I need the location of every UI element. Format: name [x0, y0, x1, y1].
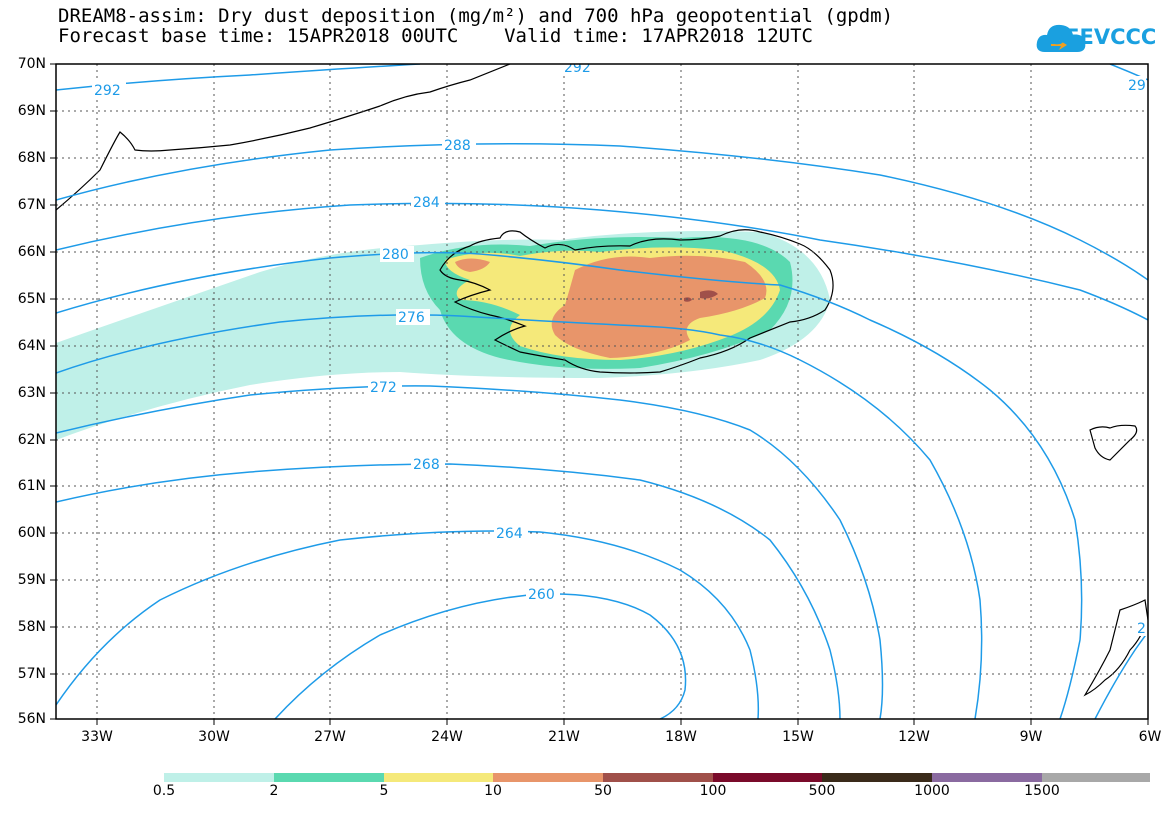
lat-label: 64N [17, 338, 46, 354]
lat-label: 67N [17, 197, 46, 213]
legend-label: 1000 [914, 783, 950, 799]
lat-label: 58N [17, 619, 46, 635]
contour-labels: 292 292 29 288 284 280 276 272 268 264 2… [92, 60, 1148, 637]
faroe-coast [1089, 424, 1138, 461]
greenland-coast [56, 64, 511, 211]
dust-level-50 [700, 290, 718, 299]
lat-label: 62N [17, 432, 46, 448]
contour-label-260: 260 [528, 587, 555, 603]
legend-label: 0.5 [152, 783, 176, 799]
contour-288 [56, 143, 1148, 281]
contour-label-268: 268 [413, 457, 440, 473]
lat-label: 60N [17, 525, 46, 541]
coastline [56, 64, 1148, 697]
dust-level-10 [551, 255, 767, 358]
lon-label: 9W [1019, 729, 1043, 745]
map-title: DREAM8-assim: Dry dust deposition (mg/m²… [58, 5, 894, 27]
contour-label-276: 276 [398, 310, 425, 326]
lon-label: 6W [1138, 729, 1162, 745]
contour-label-292: 292 [94, 83, 121, 99]
lon-label: 12W [898, 729, 930, 745]
legend-swatch-1 [274, 773, 384, 782]
iceland-coast [439, 229, 834, 374]
lon-label: 24W [431, 729, 463, 745]
graticule [56, 64, 1148, 719]
lon-label: 33W [81, 729, 113, 745]
legend-label: 1500 [1024, 783, 1060, 799]
tick-marks [50, 63, 1149, 725]
legend-swatch-6 [822, 773, 932, 782]
legend-label: 2 [269, 783, 279, 799]
contour-268 [56, 463, 841, 719]
contour-label-2: 2 [1137, 621, 1146, 637]
lat-label: 63N [17, 385, 46, 401]
lat-label: 56N [17, 711, 46, 727]
contour-2-east [1094, 631, 1148, 719]
contour-280 [56, 251, 1083, 719]
contour-label-280: 280 [382, 247, 409, 263]
contour-272 [56, 385, 884, 719]
lat-label: 69N [17, 103, 46, 119]
contour-label-264: 264 [496, 526, 523, 542]
lat-label: 57N [17, 666, 46, 682]
lat-label: 65N [17, 291, 46, 307]
legend-label: 100 [699, 783, 727, 799]
lat-label: 68N [17, 150, 46, 166]
contour-label-288: 288 [444, 138, 471, 154]
scotland-coast [1083, 599, 1148, 697]
legend-swatch-2 [384, 773, 493, 782]
legend-bar [164, 773, 1150, 782]
legend-label: 10 [484, 783, 502, 799]
legend-swatch-8 [1042, 773, 1150, 782]
dust-level-50b [684, 297, 692, 302]
lat-label: 70N [17, 56, 46, 72]
lat-label: 59N [17, 572, 46, 588]
legend-swatch-7 [932, 773, 1042, 782]
map-frame [55, 63, 1149, 720]
legend-swatch-5 [713, 773, 822, 782]
contour-label-292b: 292 [564, 60, 591, 76]
legend-swatch-3 [493, 773, 603, 782]
map-subtitle: Forecast base time: 15APR2018 00UTC Vali… [58, 25, 813, 47]
legend-swatch-4 [603, 773, 713, 782]
legend-swatch-0 [164, 773, 274, 782]
cloud-icon [1036, 24, 1086, 52]
legend-label: 5 [379, 783, 389, 799]
lat-label: 66N [17, 244, 46, 260]
contour-284 [56, 202, 1148, 321]
contour-label-29: 29 [1128, 78, 1146, 94]
lat-label: 61N [17, 478, 46, 494]
dust-field [56, 231, 830, 440]
lon-label: 21W [548, 729, 580, 745]
dust-level-10b [455, 258, 490, 272]
logo-text: SEEVCCC [1050, 25, 1157, 49]
contour-label-284: 284 [413, 195, 440, 211]
contour-label-272: 272 [370, 380, 397, 396]
lon-label: 30W [198, 729, 230, 745]
contour-276 [56, 314, 983, 719]
legend-label: 500 [808, 783, 836, 799]
contour-260 [274, 593, 687, 719]
geopotential-contours [56, 64, 1148, 719]
legend-label: 50 [594, 783, 612, 799]
lon-label: 27W [314, 729, 346, 745]
contour-264 [56, 530, 760, 719]
lon-label: 18W [665, 729, 697, 745]
lon-label: 15W [782, 729, 814, 745]
